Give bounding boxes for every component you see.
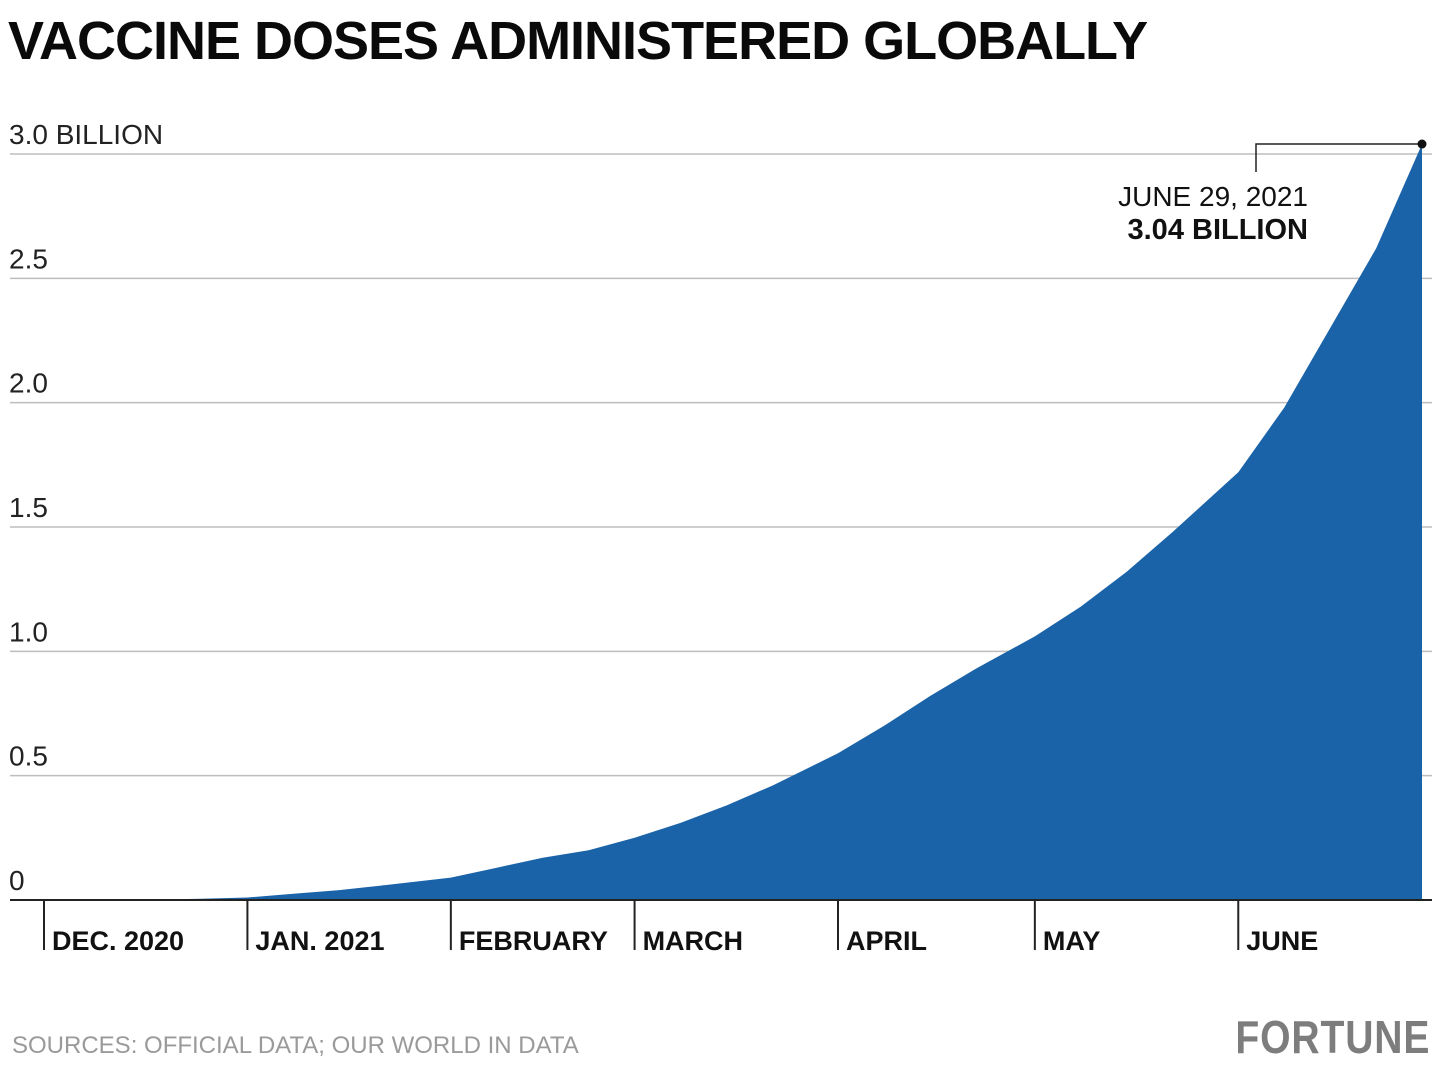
annotation-point: [1417, 139, 1427, 149]
y-tick-label: 1.5: [9, 492, 48, 523]
area-fill: [44, 144, 1422, 901]
x-tick-label: MARCH: [643, 926, 744, 956]
y-tick-label: 0: [9, 865, 25, 896]
y-tick-label: 0.5: [9, 741, 48, 772]
y-tick-label: 2.0: [9, 368, 48, 399]
x-tick-label: MAY: [1043, 926, 1101, 956]
source-note: SOURCES: OFFICIAL DATA; OUR WORLD IN DAT…: [12, 1032, 579, 1059]
chart-title: VACCINE DOSES ADMINISTERED GLOBALLY: [8, 11, 1148, 71]
annotation-value: 3.04 BILLION: [1128, 214, 1309, 246]
chart-area: 0 0.5 1.0 1.5 2.0 2.5 3.0 BILLION DEC. 2020 JAN…: [9, 119, 1432, 956]
gridlines: [10, 153, 1432, 777]
y-axis: 0 0.5 1.0 1.5 2.0 2.5 3.0 BILLION: [9, 119, 163, 896]
y-tick-label: 1.0: [9, 616, 48, 647]
x-tick-label: JUNE: [1246, 926, 1318, 956]
annotation-date: JUNE 29, 2021: [1118, 181, 1308, 212]
x-tick-label: APRIL: [846, 926, 927, 956]
x-tick-label: FEBRUARY: [459, 926, 608, 956]
y-tick-label: 2.5: [9, 243, 48, 274]
x-tick-label: JAN. 2021: [255, 926, 384, 956]
area-series: [44, 144, 1422, 901]
x-tick-label: DEC. 2020: [52, 926, 184, 956]
fortune-logo: FORTUNE: [1235, 1011, 1430, 1063]
annotation-leader: [1255, 143, 1422, 172]
x-axis: DEC. 2020 JAN. 2021 FEBRUARY MARCH APRIL MAY J…: [10, 899, 1432, 956]
y-tick-label: 3.0 BILLION: [9, 119, 163, 150]
